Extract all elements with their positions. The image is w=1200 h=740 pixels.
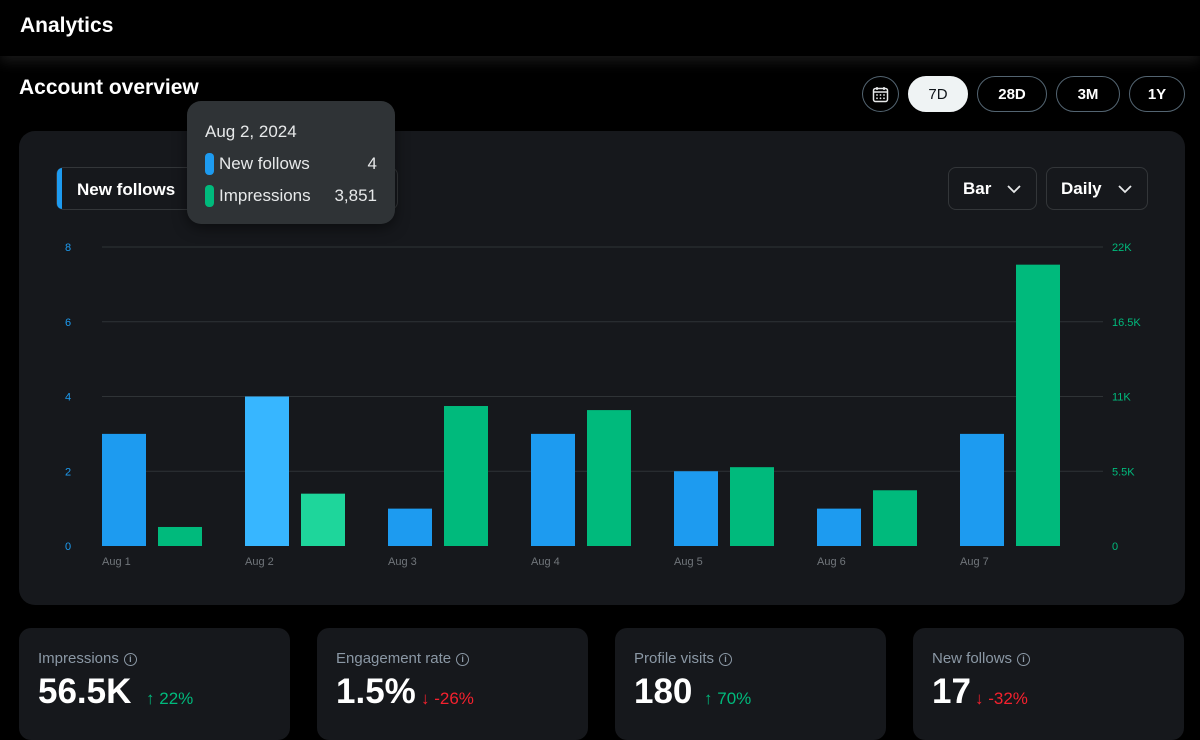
- y-right-tick-label: 16.5K: [1112, 317, 1141, 329]
- chart-type-value: Bar: [963, 178, 992, 198]
- y-right-tick-label: 0: [1112, 541, 1118, 553]
- arrow-up-icon: ↑: [704, 689, 718, 708]
- stat-value: 56.5K: [38, 672, 132, 711]
- bar-new-follows: [245, 396, 289, 546]
- info-icon[interactable]: i: [123, 653, 137, 666]
- section-title: Account overview: [19, 76, 199, 99]
- bar-impressions: [158, 526, 202, 546]
- bar-impressions: [301, 493, 345, 546]
- stat-card-engagement-rate[interactable]: Engagement rate i 1.5% ↓ -26%: [317, 628, 588, 740]
- bar-new-follows: [960, 433, 1004, 546]
- bar-new-follows: [388, 508, 432, 546]
- info-icon[interactable]: i: [1017, 653, 1031, 666]
- stat-name-text: Engagement rate: [336, 650, 452, 667]
- chart-type-dropdown[interactable]: Bar: [948, 167, 1037, 210]
- tooltip-series-value: 3,851: [334, 186, 377, 205]
- page-title: Analytics: [20, 14, 114, 37]
- bar-new-follows: [817, 508, 861, 546]
- bar-impressions: [1016, 264, 1060, 546]
- y-left-tick-label: 2: [65, 466, 71, 478]
- stat-delta: ↓ -32%: [975, 689, 1028, 709]
- y-right-tick-label: 11K: [1112, 392, 1131, 404]
- tooltip-row-follows: New follows 4: [205, 152, 377, 176]
- stat-delta: ↓ -26%: [421, 689, 474, 709]
- metric-tab-accent: [57, 168, 62, 209]
- tooltip-date: Aug 2, 2024: [205, 122, 297, 141]
- bar-impressions: [873, 490, 917, 546]
- stat-value: 17: [932, 672, 971, 711]
- x-tick-label: Aug 4: [531, 556, 560, 568]
- top-bar: Analytics: [0, 0, 1200, 56]
- x-tick-label: Aug 7: [960, 556, 989, 568]
- info-icon[interactable]: i: [719, 653, 733, 666]
- range-1y-button[interactable]: 1Y: [1129, 76, 1185, 112]
- tooltip-series-name: Impressions: [219, 186, 311, 205]
- stat-name: Impressions i: [38, 650, 137, 667]
- bar-impressions: [444, 406, 488, 546]
- stat-delta-value: 70%: [717, 689, 752, 708]
- calendar-icon: [872, 86, 889, 102]
- x-tick-label: Aug 3: [388, 556, 417, 568]
- stat-delta-value: 22%: [159, 689, 194, 708]
- stat-delta-value: -32%: [988, 689, 1028, 708]
- bar-new-follows: [102, 433, 146, 546]
- x-tick-label: Aug 6: [817, 556, 846, 568]
- arrow-down-icon: ↓: [421, 689, 435, 708]
- tooltip-swatch-impressions: [205, 185, 214, 207]
- y-left-tick-label: 4: [65, 392, 71, 404]
- tooltip-series-value: 4: [367, 154, 377, 173]
- stat-delta-value: -26%: [434, 689, 474, 708]
- tooltip-swatch-follows: [205, 153, 214, 175]
- bar-impressions: [730, 467, 774, 546]
- y-left-tick-label: 6: [65, 317, 71, 329]
- bar-new-follows: [674, 471, 718, 546]
- granularity-value: Daily: [1061, 178, 1102, 198]
- x-tick-label: Aug 1: [102, 556, 131, 568]
- x-tick-label: Aug 2: [245, 556, 274, 568]
- tooltip-series-name: New follows: [219, 154, 310, 173]
- stat-card-impressions[interactable]: Impressions i 56.5K ↑ 22%: [19, 628, 290, 740]
- stat-name-text: Profile visits: [634, 650, 715, 667]
- info-icon[interactable]: i: [456, 653, 470, 666]
- metric-tab-label: New follows: [77, 180, 176, 199]
- y-right-tick-label: 22K: [1112, 242, 1132, 254]
- tooltip-row-impressions: Impressions 3,851: [205, 184, 377, 208]
- stat-delta: ↑ 22%: [146, 689, 193, 709]
- chart-tooltip: Aug 2, 2024 New follows 4 Impressions 3,…: [187, 101, 395, 224]
- stat-name: New follows i: [932, 650, 1031, 667]
- y-left-tick-label: 8: [65, 242, 71, 254]
- y-left-tick-label: 0: [65, 541, 71, 553]
- range-7d-button[interactable]: 7D: [908, 76, 968, 112]
- stat-value: 1.5%: [336, 672, 416, 711]
- stat-name: Engagement rate i: [336, 650, 470, 667]
- arrow-down-icon: ↓: [975, 689, 989, 708]
- bar-new-follows: [531, 433, 575, 546]
- granularity-dropdown[interactable]: Daily: [1046, 167, 1148, 210]
- stat-name-text: Impressions: [38, 650, 119, 667]
- calendar-button[interactable]: [862, 76, 899, 112]
- bar-impressions: [587, 410, 631, 546]
- chevron-down-icon: [1007, 185, 1021, 194]
- stat-delta: ↑ 70%: [704, 689, 751, 709]
- x-tick-label: Aug 5: [674, 556, 703, 568]
- stat-value: 180: [634, 672, 693, 711]
- stat-card-new-follows[interactable]: New follows i 17 ↓ -32%: [913, 628, 1184, 740]
- stat-name-text: New follows: [932, 650, 1013, 667]
- range-28d-button[interactable]: 28D: [977, 76, 1047, 112]
- stat-name: Profile visits i: [634, 650, 733, 667]
- chevron-down-icon: [1118, 185, 1132, 194]
- stat-card-profile-visits[interactable]: Profile visits i 180 ↑ 70%: [615, 628, 886, 740]
- range-3m-button[interactable]: 3M: [1056, 76, 1120, 112]
- arrow-up-icon: ↑: [146, 689, 160, 708]
- y-right-tick-label: 5.5K: [1112, 466, 1135, 478]
